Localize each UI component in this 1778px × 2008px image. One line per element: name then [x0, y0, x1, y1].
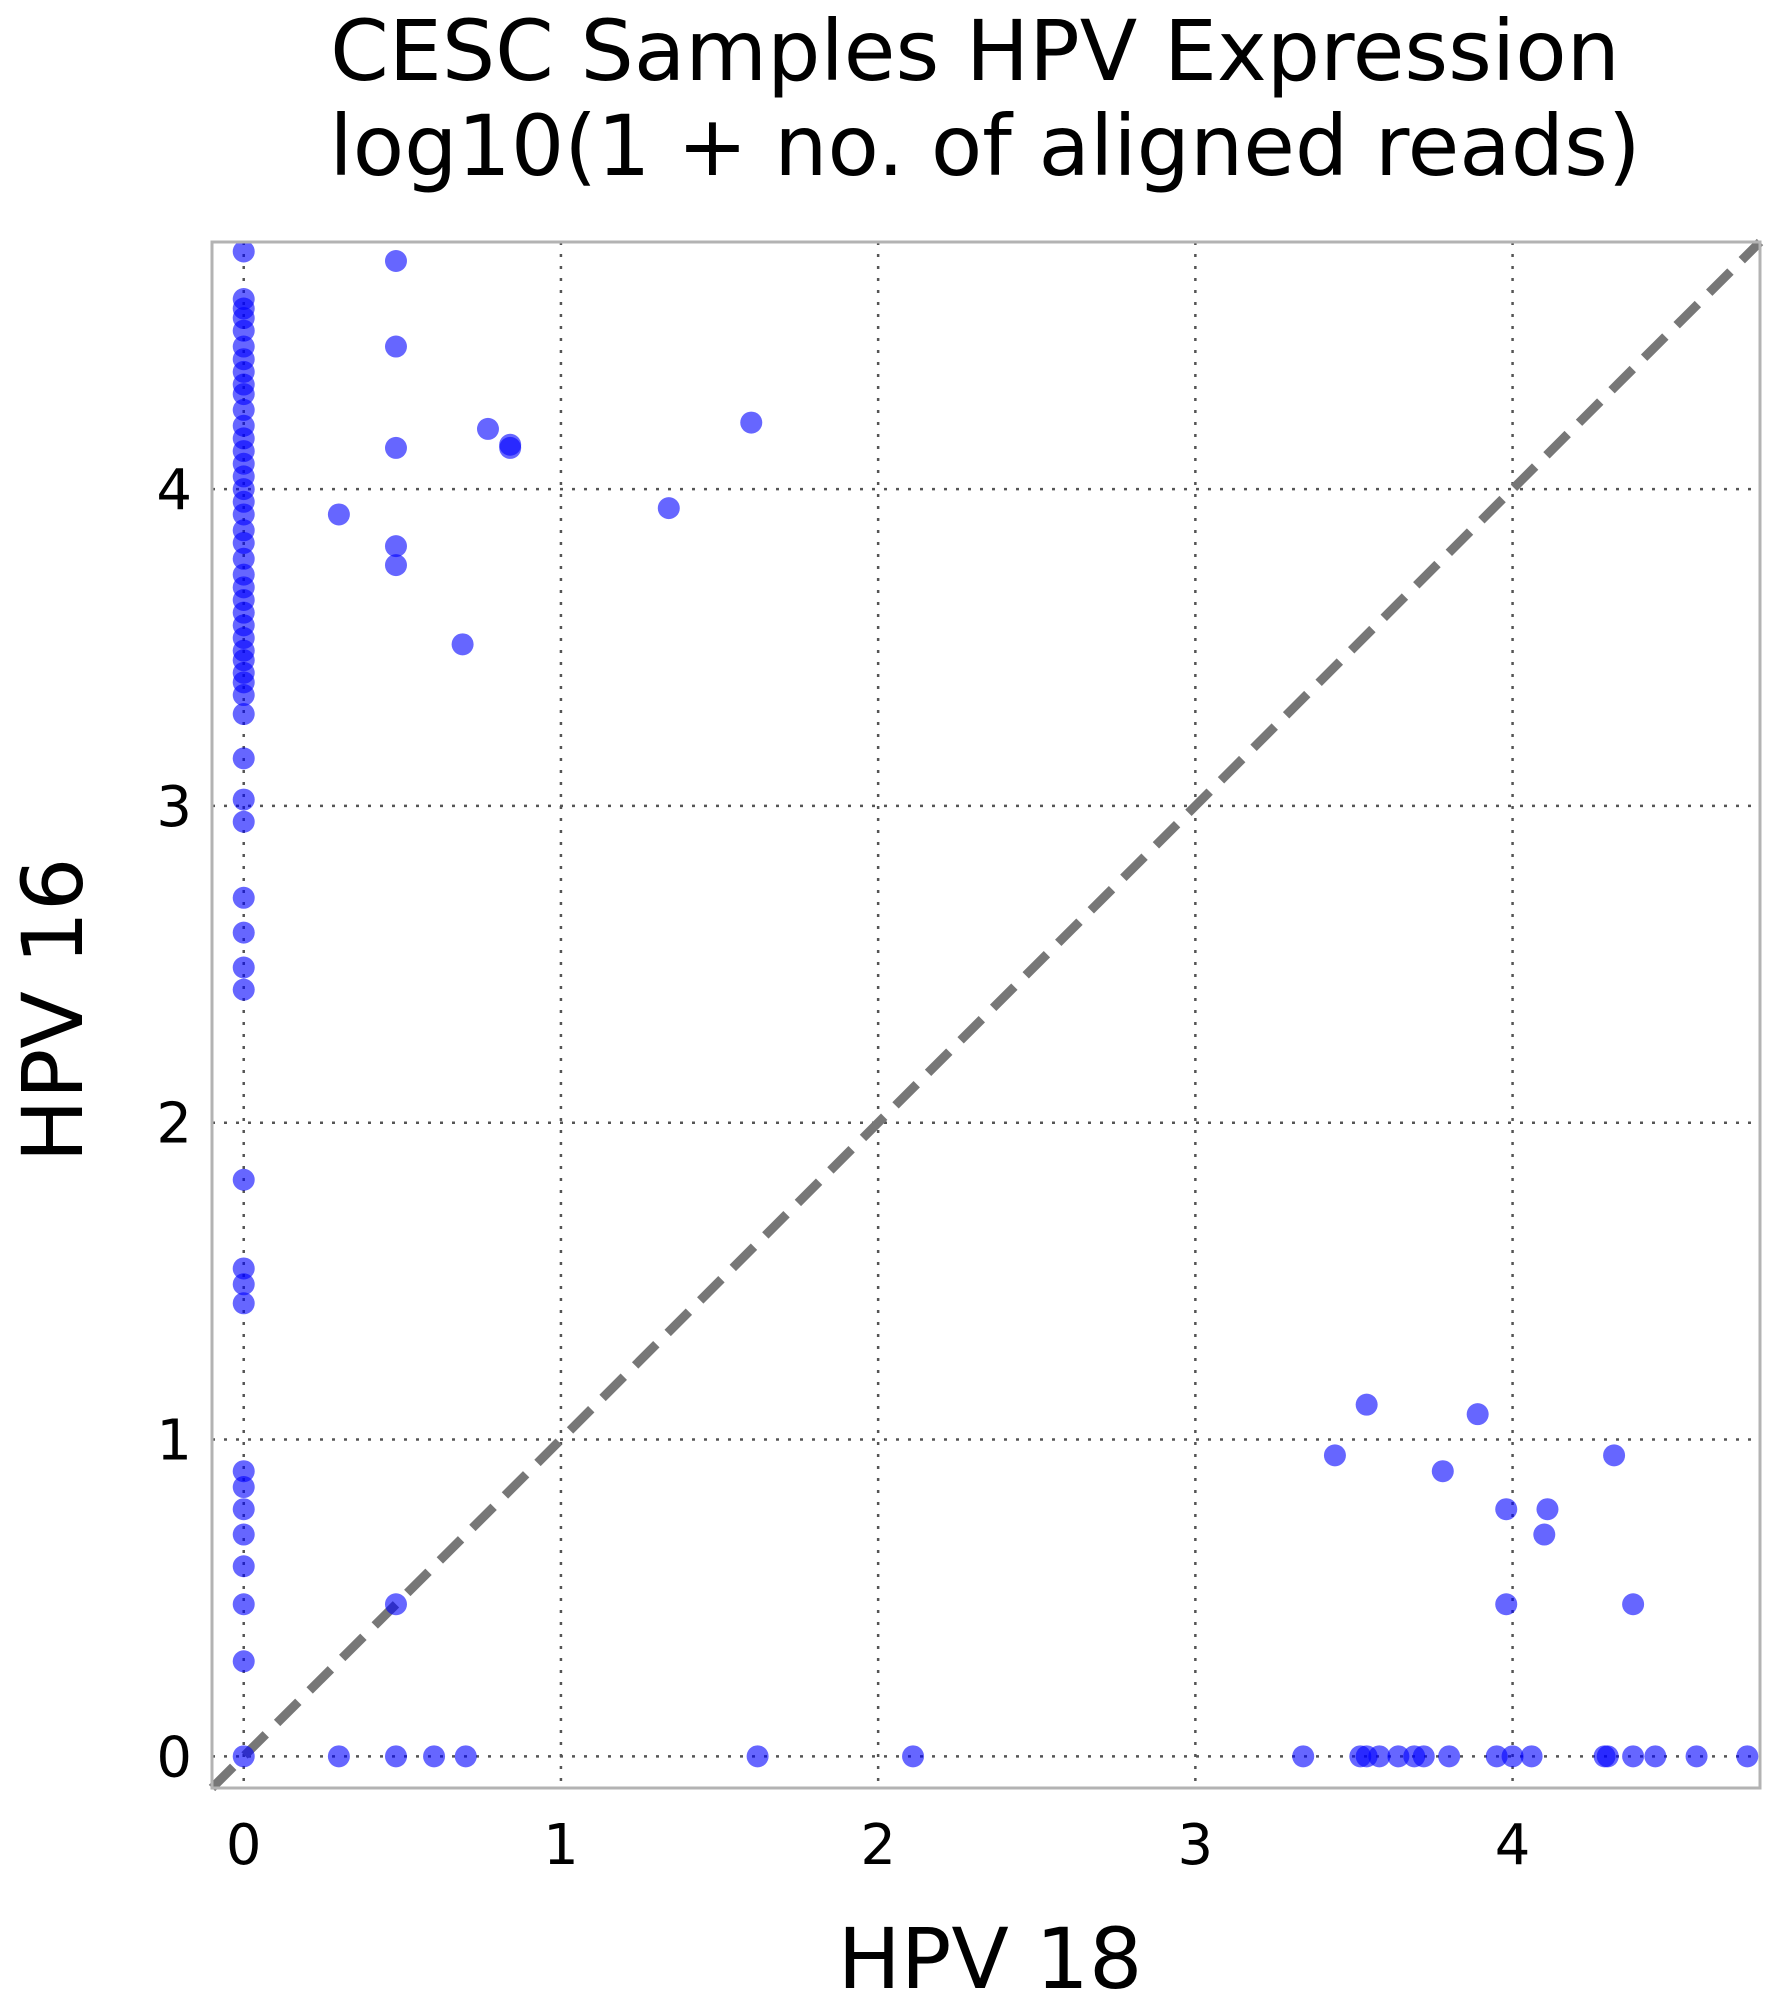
data-point: [746, 1745, 769, 1768]
chart-subtitle: log10(1 + no. of aligned reads): [329, 97, 1640, 195]
chart-title: CESC Samples HPV Expression: [330, 2, 1620, 100]
x-tick-label: 0: [226, 1813, 262, 1878]
data-point: [1485, 1745, 1508, 1768]
data-point: [232, 1745, 255, 1768]
data-point: [232, 1460, 255, 1483]
y-axis-ticks: 0 1 2 3 4: [156, 458, 192, 1790]
data-point: [454, 1745, 477, 1768]
data-point: [1368, 1745, 1391, 1768]
y-axis-label: HPV 16: [4, 858, 102, 1163]
data-point: [232, 398, 255, 421]
data-point: [232, 921, 255, 944]
data-point: [232, 886, 255, 909]
data-point: [476, 417, 499, 440]
x-tick-label: 4: [1495, 1813, 1531, 1878]
data-point: [1603, 1444, 1626, 1467]
data-point: [232, 1292, 255, 1315]
data-point: [232, 1168, 255, 1191]
data-point: [1596, 1745, 1619, 1768]
data-point: [232, 747, 255, 770]
data-point: [232, 956, 255, 979]
data-point: [1355, 1393, 1378, 1416]
data-point: [1323, 1444, 1346, 1467]
x-axis-label: HPV 18: [838, 1910, 1143, 2008]
data-points: [232, 240, 1759, 1768]
data-point: [232, 1476, 255, 1499]
data-point: [232, 978, 255, 1001]
y-tick-label: 0: [156, 1725, 192, 1790]
data-point: [1685, 1745, 1708, 1768]
y-tick-label: 3: [156, 775, 192, 840]
x-axis-ticks: 0 1 2 3 4: [226, 1813, 1530, 1878]
data-point: [384, 436, 407, 459]
data-point: [384, 335, 407, 358]
x-tick-label: 1: [543, 1813, 579, 1878]
data-point: [384, 1745, 407, 1768]
data-point: [232, 788, 255, 811]
x-tick-label: 2: [860, 1813, 896, 1878]
data-point: [232, 1523, 255, 1546]
data-point: [1520, 1745, 1543, 1768]
data-point: [232, 531, 255, 554]
data-point: [232, 319, 255, 342]
data-point: [232, 684, 255, 707]
data-point: [232, 1257, 255, 1280]
data-point: [1736, 1745, 1759, 1768]
y-tick-label: 4: [156, 458, 192, 523]
data-point: [1292, 1745, 1315, 1768]
data-point: [1495, 1498, 1518, 1521]
y-tick-label: 1: [156, 1409, 192, 1474]
data-point: [232, 1650, 255, 1673]
data-point: [499, 433, 522, 456]
data-point: [232, 383, 255, 406]
data-point: [1412, 1745, 1435, 1768]
data-point: [232, 240, 255, 263]
data-point: [902, 1745, 925, 1768]
data-point: [327, 1745, 350, 1768]
data-point: [451, 633, 474, 656]
data-point: [232, 547, 255, 570]
data-point: [232, 1593, 255, 1616]
data-point: [1533, 1523, 1556, 1546]
data-point: [1387, 1745, 1410, 1768]
data-point: [1431, 1460, 1454, 1483]
data-point: [232, 1498, 255, 1521]
x-tick-label: 3: [1178, 1813, 1214, 1878]
data-point: [232, 810, 255, 833]
data-point: [1622, 1593, 1645, 1616]
y-tick-label: 2: [156, 1092, 192, 1157]
data-point: [423, 1745, 446, 1768]
data-point: [232, 503, 255, 526]
data-point: [1466, 1403, 1489, 1426]
data-point: [740, 411, 763, 434]
data-point: [232, 1273, 255, 1296]
data-point: [384, 554, 407, 577]
data-point: [384, 250, 407, 273]
data-point: [1495, 1593, 1518, 1616]
data-point: [1644, 1745, 1667, 1768]
data-point: [232, 1555, 255, 1578]
data-point: [1438, 1745, 1461, 1768]
identity-reference-line: [208, 238, 1764, 1792]
data-point: [384, 1593, 407, 1616]
data-point: [1536, 1498, 1559, 1521]
plot-frame: [210, 240, 1762, 1790]
data-point: [1622, 1745, 1645, 1768]
data-point: [384, 535, 407, 558]
data-point: [232, 703, 255, 726]
data-point: [1501, 1745, 1524, 1768]
data-point: [657, 497, 680, 520]
data-point: [327, 503, 350, 526]
